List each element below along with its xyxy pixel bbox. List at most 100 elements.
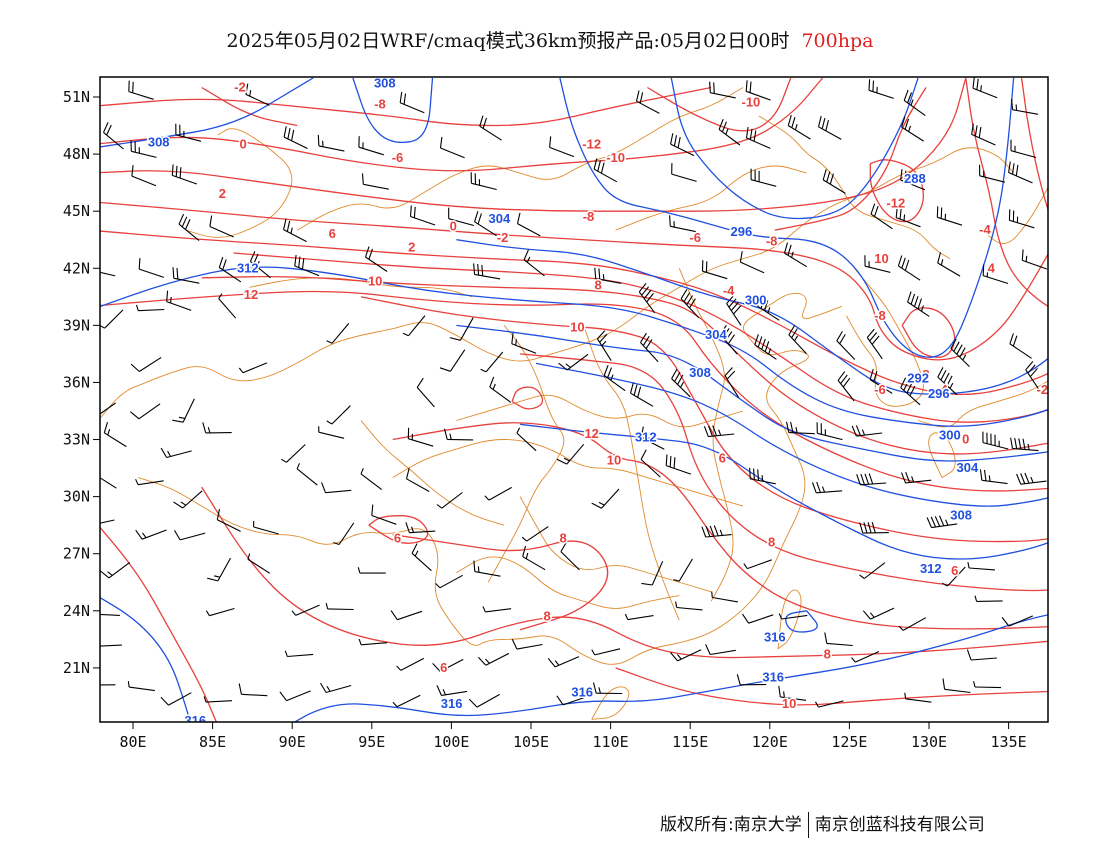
temperature-isotherm: [647, 77, 792, 132]
wind-barb: [624, 613, 654, 621]
admin-boundary: [615, 165, 807, 231]
wind-barb: [399, 91, 425, 114]
wind-barb: [371, 504, 397, 525]
wind-barb: [390, 610, 423, 621]
temperature-label: -12: [582, 137, 601, 152]
wind-barb: [900, 472, 932, 484]
wind-barb: [1010, 139, 1037, 159]
wind-barb: [202, 422, 232, 434]
lon-tick-label: 125E: [831, 733, 867, 751]
wind-barb: [479, 115, 502, 141]
wind-barb: [592, 682, 623, 695]
wind-barb: [238, 362, 268, 374]
wind-barb: [560, 541, 580, 571]
temperature-isotherm: [392, 422, 1048, 630]
wind-barb: [100, 561, 131, 579]
wind-barb: [160, 692, 192, 706]
wind-barb: [870, 203, 893, 230]
temperature-contours: [100, 77, 1048, 722]
wind-barb: [207, 557, 231, 582]
wind-barb: [859, 562, 886, 579]
lon-tick-label: 95E: [358, 733, 385, 751]
lat-tick-label: 42N: [63, 259, 90, 277]
wind-barb: [966, 649, 997, 661]
wind-barb: [900, 377, 921, 406]
temperature-label: 10: [607, 453, 621, 468]
wind-barb: [291, 604, 320, 616]
wind-barb: [130, 356, 162, 372]
temperature-label: 6: [329, 226, 336, 241]
wind-barb: [670, 649, 702, 662]
wind-barb: [967, 561, 996, 571]
wind-barb: [247, 553, 271, 574]
wind-barb: [436, 492, 463, 509]
wind-barb: [473, 560, 501, 577]
wind-barb: [556, 695, 588, 706]
wind-barb: [859, 522, 889, 534]
wind-barb: [1008, 161, 1033, 184]
wind-barb: [100, 643, 122, 647]
temperature-label: 6: [951, 563, 958, 578]
wind-barb: [100, 519, 115, 524]
wind-barb: [669, 215, 696, 233]
temperature-label: -8: [874, 308, 886, 323]
height-label: 300: [939, 428, 961, 443]
lat-tick-label: 33N: [63, 431, 90, 449]
copyright-left: 版权所有:南京大学: [660, 815, 802, 835]
wind-barb: [974, 595, 1003, 602]
lon-tick-label: 110E: [593, 733, 629, 751]
temperature-label: 0: [450, 218, 457, 233]
height-label: 316: [762, 669, 784, 684]
wind-barb: [100, 613, 120, 616]
wind-barb: [283, 126, 308, 149]
wind-barb: [756, 295, 780, 321]
wind-barb: [364, 246, 388, 272]
wind-barb: [864, 255, 891, 273]
wind-barb: [907, 291, 930, 317]
lon-tick-label: 80E: [119, 733, 146, 751]
temperature-label: 10: [368, 274, 382, 289]
wind-barb: [593, 158, 618, 183]
wind-barb: [160, 447, 192, 459]
temperature-label: 2: [219, 186, 226, 201]
wind-barb: [895, 206, 921, 228]
admin-boundary: [185, 128, 293, 238]
wind-barb: [127, 681, 155, 692]
wind-barb: [128, 80, 154, 100]
height-contour-line: [670, 77, 919, 220]
wind-barb: [594, 267, 622, 284]
wind-barb: [294, 255, 320, 277]
wind-barb: [866, 328, 883, 360]
wind-barb: [249, 251, 271, 279]
wind-barb: [443, 428, 474, 441]
wind-barb: [318, 426, 345, 439]
wind-barb: [100, 309, 124, 329]
wind-barb: [901, 116, 924, 142]
wind-barb: [317, 134, 345, 152]
wind-barb: [640, 426, 665, 450]
wind-barb: [516, 427, 537, 452]
wind-barb: [522, 545, 546, 571]
wind-barb: [138, 258, 165, 278]
lat-tick-label: 48N: [63, 145, 90, 163]
temperature-label: -10: [742, 95, 761, 110]
height-label: 304: [489, 211, 511, 226]
wind-barb: [979, 164, 1006, 183]
wind-barb: [591, 648, 621, 656]
wind-barb: [279, 690, 311, 702]
wind-barb: [778, 685, 807, 701]
wind-barb: [787, 114, 811, 140]
wind-barb: [745, 80, 771, 101]
temperature-isotherm: [100, 526, 218, 722]
wind-barb: [326, 323, 350, 344]
wind-barb: [742, 613, 774, 624]
wind-barb: [333, 522, 355, 546]
wind-barb: [603, 365, 626, 392]
height-label: 316: [184, 713, 206, 728]
temperature-label: 2: [408, 239, 415, 254]
wind-barb: [836, 331, 856, 360]
height-label: 312: [920, 561, 942, 576]
wind-barb: [950, 338, 970, 367]
wind-barb: [407, 427, 434, 447]
admin-boundary: [758, 115, 951, 260]
